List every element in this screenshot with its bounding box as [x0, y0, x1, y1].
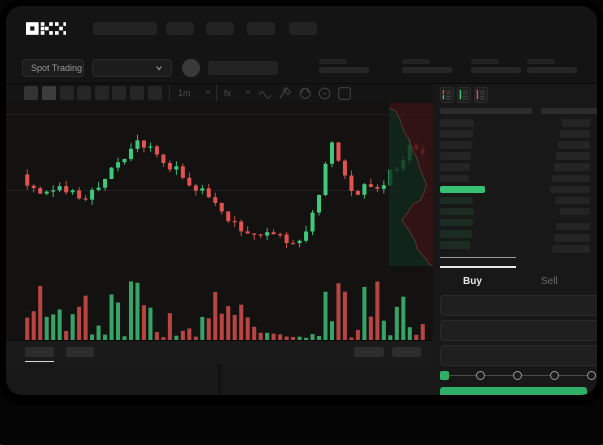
- svg-text:fx: fx: [224, 88, 232, 98]
- svg-text:1m: 1m: [178, 88, 191, 98]
